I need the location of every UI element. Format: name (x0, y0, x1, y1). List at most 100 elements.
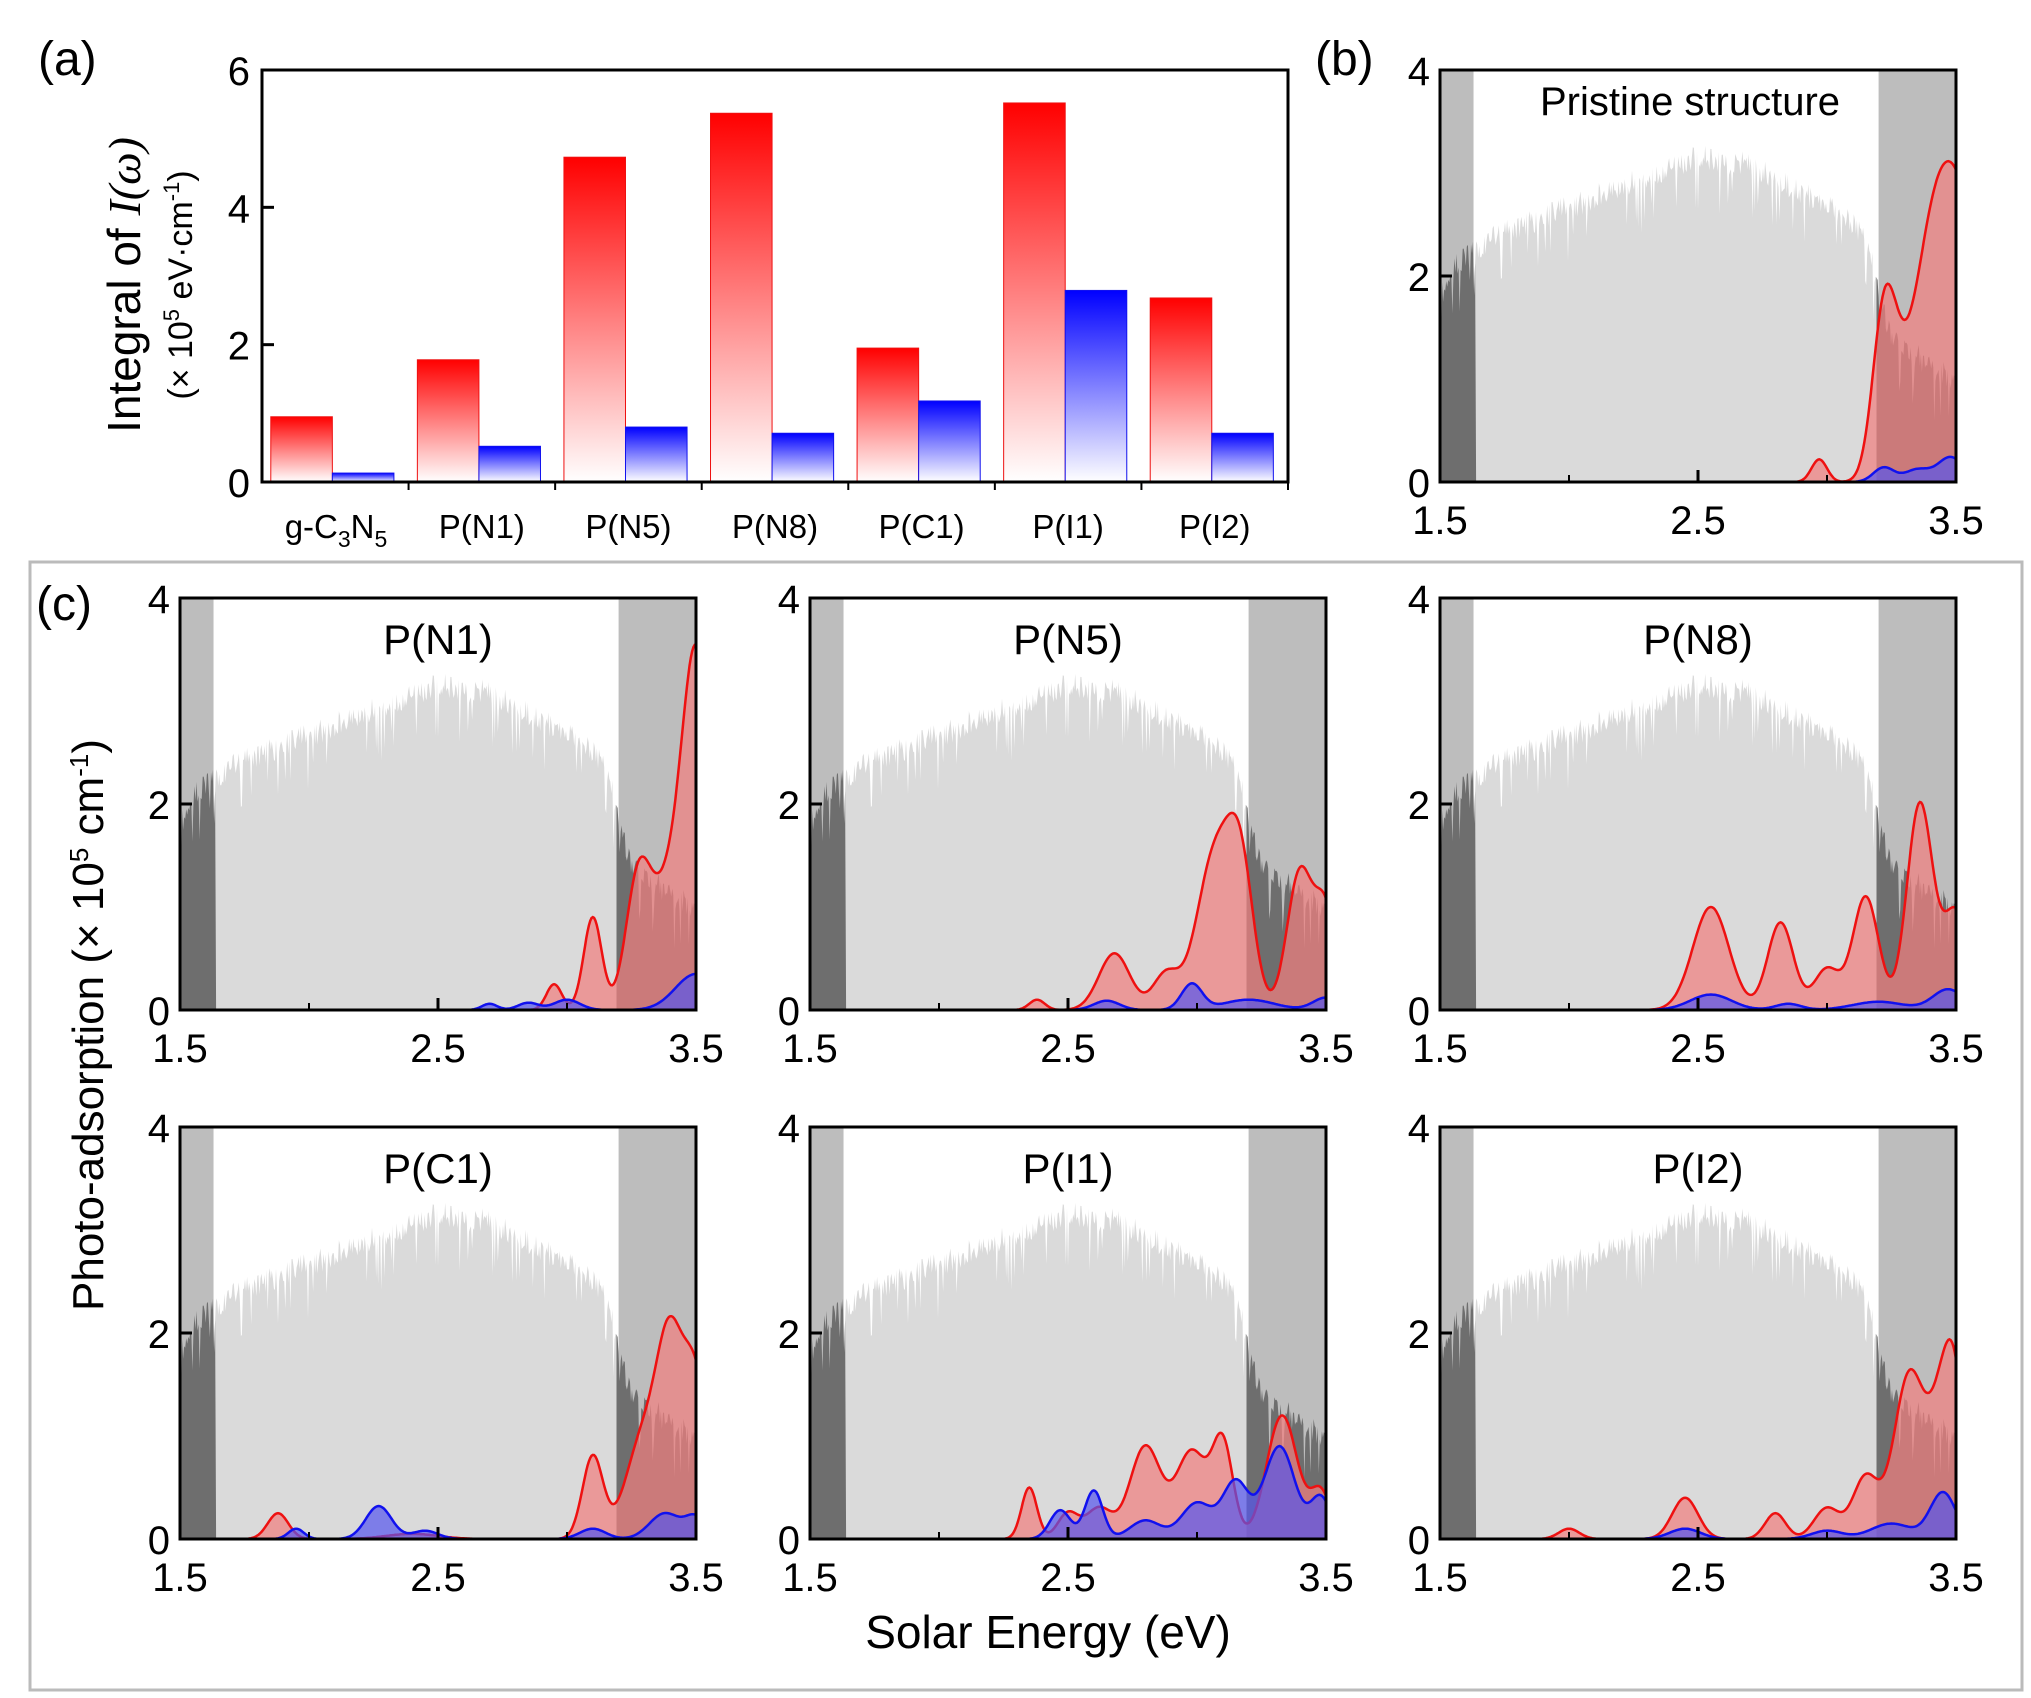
area-chart-c5: 1.5 2.5 3.5 0 2 4 P(I1) (778, 1107, 1354, 1600)
panel-a-ylabel: Integral of I(ω) (98, 137, 150, 433)
bar-red-0 (270, 416, 333, 483)
absorption-blue-fill (1440, 456, 1956, 482)
solar-spectrum-visible (1474, 1202, 1879, 1539)
bar-blue-5 (1064, 289, 1128, 483)
plot-area (180, 1127, 696, 1539)
bar-red-4 (856, 347, 920, 483)
absorption-red-line (1440, 1337, 1956, 1539)
solar-spectrum-ir (1440, 769, 1477, 1010)
y-tick-label: 0 (778, 990, 800, 1034)
bar-red-2 (563, 156, 626, 483)
x-tick-label: 2.5 (1040, 1027, 1096, 1071)
plot-title: P(N1) (383, 616, 493, 663)
panel-c-xlabel: Solar Energy (eV) (865, 1606, 1231, 1658)
x-tick-label: 3.5 (1298, 1027, 1354, 1071)
absorption-red-line (1440, 159, 1956, 482)
bar-blue-3 (771, 432, 835, 483)
absorption-red-fill (1440, 802, 1956, 1010)
solar-spectrum-visible (1474, 145, 1879, 482)
y-tick-label: 2 (148, 784, 170, 828)
y-tick-label: 4 (1408, 578, 1430, 622)
x-tick-label: 2.5 (1670, 499, 1726, 543)
bar-blue-2 (624, 426, 688, 483)
solar-spectrum-ir (1440, 1298, 1477, 1539)
y-tick-label: 0 (228, 462, 250, 506)
y-tick-label: 2 (1408, 784, 1430, 828)
absorption-red-line (180, 643, 696, 1010)
panel-c-label: (c) (36, 578, 92, 631)
x-tick-label: 2.5 (1670, 1027, 1726, 1071)
bar-blue-1 (478, 445, 541, 483)
panel-c-ylabel: Photo-adsorption (× 105 cm-1) (64, 739, 113, 1311)
bar-red-3 (710, 112, 773, 483)
absorption-red-fill (1440, 161, 1956, 482)
x-tick-label: 3.5 (668, 1556, 724, 1600)
x-tick-label: 1.5 (1412, 1556, 1468, 1600)
absorption-blue-fill (1440, 1492, 1956, 1539)
bar-red-1 (416, 359, 480, 483)
y-tick-label: 6 (228, 50, 250, 94)
absorption-red-fill (810, 812, 1326, 1010)
absorption-blue-line (1440, 987, 1956, 1010)
area-chart-b: 1.5 2.5 3.5 0 2 4 (1408, 50, 1984, 543)
absorption-blue-line (810, 1444, 1326, 1539)
plot-area (810, 1127, 1326, 1539)
bar-category-label: P(N8) (732, 508, 818, 545)
solar-spectrum-visible (214, 673, 619, 1010)
absorption-blue-line (1440, 455, 1956, 482)
x-tick-label: 3.5 (1928, 1556, 1984, 1600)
x-tick-label: 1.5 (152, 1027, 208, 1071)
absorption-blue-fill (180, 974, 696, 1010)
plot-title: P(C1) (383, 1145, 493, 1192)
x-tick-label: 3.5 (668, 1027, 724, 1071)
y-tick-label: 2 (778, 1313, 800, 1357)
bar-category-label: P(N5) (585, 508, 671, 545)
y-tick-label: 0 (1408, 990, 1430, 1034)
y-tick-label: 4 (228, 187, 250, 231)
y-tick-label: 0 (148, 990, 170, 1034)
y-tick-label: 0 (1408, 1519, 1430, 1563)
panel-b-title: Pristine structure (1540, 80, 1840, 124)
plot-title: P(I2) (1652, 1145, 1743, 1192)
x-tick-label: 3.5 (1298, 1556, 1354, 1600)
y-tick-label: 2 (228, 325, 250, 369)
bar-blue-6 (1211, 432, 1274, 483)
y-tick-label: 4 (778, 1107, 800, 1151)
panel-a-label: (a) (38, 33, 97, 86)
x-tick-label: 3.5 (1928, 499, 1984, 543)
bar-chart-a: P(N1) P(N5) P(N8) P(C1) P(I1) P(I2) 0 2 4 6 (228, 50, 1290, 545)
x-tick-label: 1.5 (1412, 499, 1468, 543)
solar-spectrum-ir (1440, 241, 1477, 482)
y-tick-label: 4 (778, 578, 800, 622)
bar-blue-4 (918, 400, 981, 483)
plot-area (810, 598, 1326, 1010)
y-tick-label: 2 (778, 784, 800, 828)
bar-category-label: P(I1) (1032, 508, 1104, 545)
absorption-blue-fill (180, 1506, 696, 1539)
plots-layer: P(N1) P(N5) P(N8) P(C1) P(I1) P(I2) 0 2 4 6 1.5 2.5… (148, 50, 1984, 1600)
x-tick-label: 2.5 (410, 1556, 466, 1600)
plot-title: P(N5) (1013, 616, 1123, 663)
solar-spectrum-ir (180, 1298, 217, 1539)
plot-area (1440, 70, 1956, 482)
solar-spectrum-ir (810, 1298, 847, 1539)
y-tick-label: 4 (148, 578, 170, 622)
bar-red-5 (1003, 102, 1066, 483)
area-chart-c1: 1.5 2.5 3.5 0 2 4 P(N1) (148, 578, 724, 1071)
x-tick-label: 1.5 (782, 1556, 838, 1600)
plot-title: P(I1) (1022, 1145, 1113, 1192)
area-chart-c4: 1.5 2.5 3.5 0 2 4 P(C1) (148, 1107, 724, 1600)
plot-area (1440, 1127, 1956, 1539)
absorption-blue-fill (810, 1446, 1326, 1539)
y-tick-label: 4 (148, 1107, 170, 1151)
bar-category-label-g-c3n5: g-C3N5 (285, 508, 388, 552)
solar-spectrum-ir (810, 769, 847, 1010)
solar-spectrum-visible (214, 1202, 619, 1539)
bar-category-label: P(N1) (439, 508, 525, 545)
x-tick-label: 2.5 (410, 1027, 466, 1071)
absorption-red-fill (180, 1316, 696, 1539)
absorption-red-fill (180, 644, 696, 1010)
absorption-red-line (1440, 800, 1956, 1010)
solar-spectrum-visible (844, 673, 1249, 1010)
